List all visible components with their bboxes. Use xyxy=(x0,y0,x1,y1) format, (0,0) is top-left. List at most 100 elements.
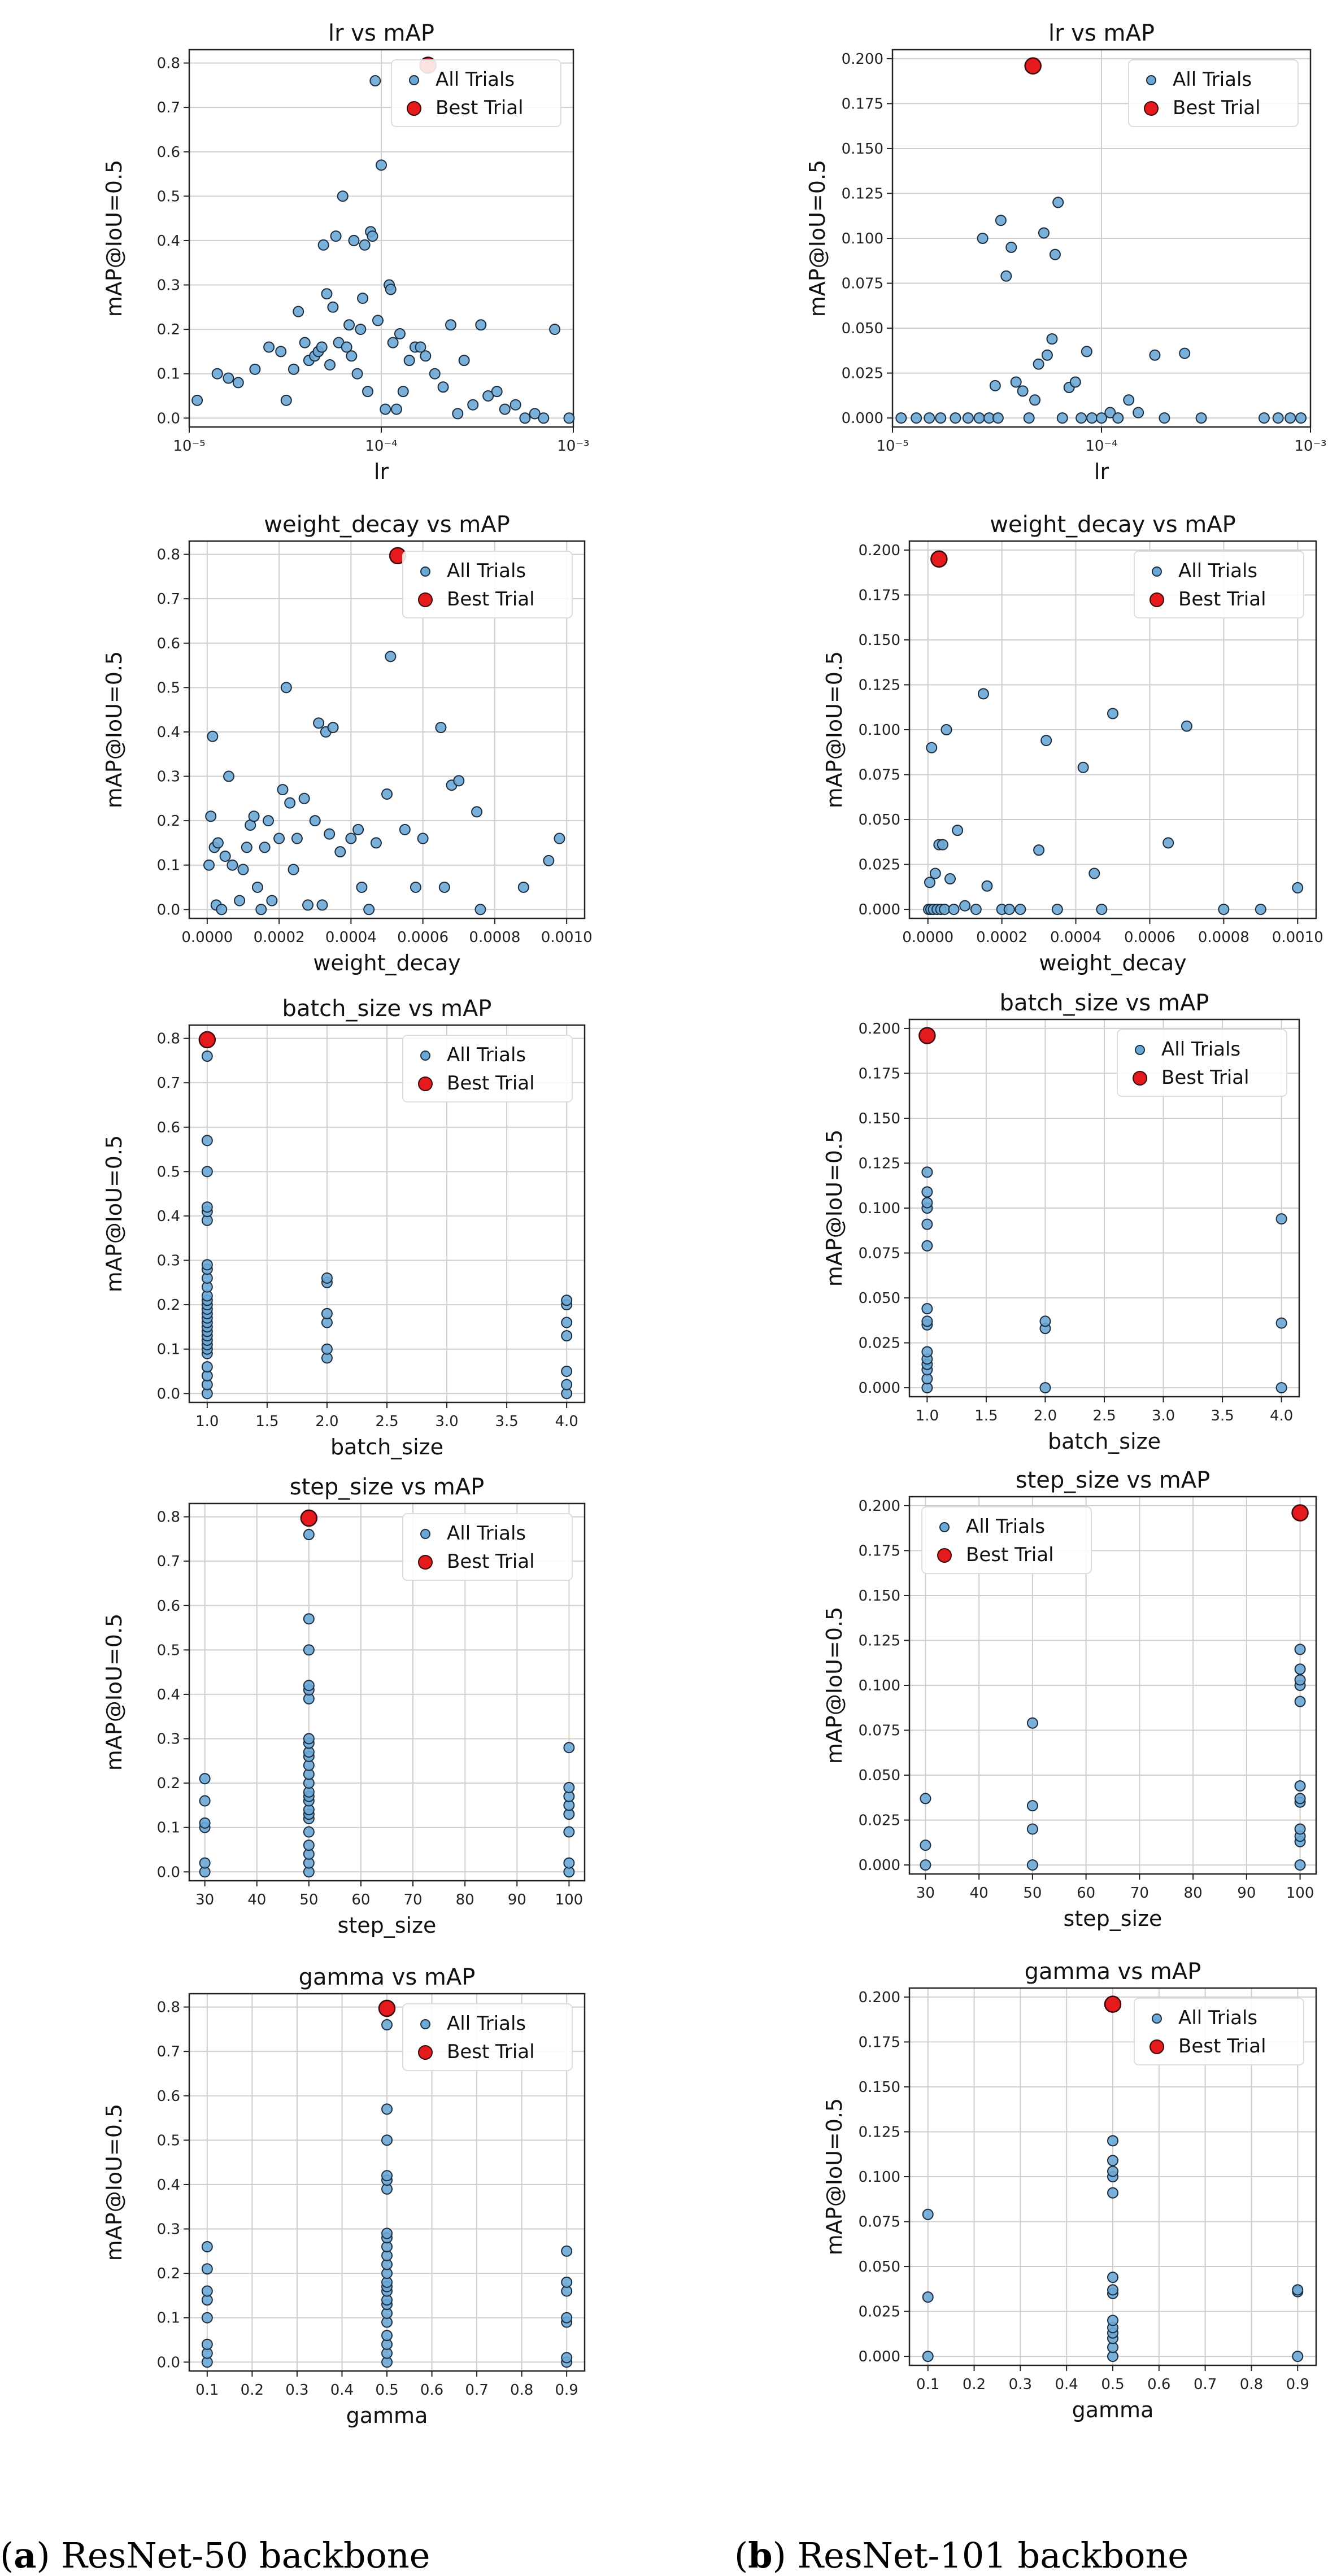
x-tick-label: 0.0010 xyxy=(1272,929,1323,946)
all-trial-point xyxy=(299,337,311,348)
y-tick-label: 0.3 xyxy=(157,769,180,786)
all-trial-point xyxy=(277,784,289,796)
legend-all-trials-label: All Trials xyxy=(447,2012,526,2035)
x-tick-label: 4.0 xyxy=(555,1413,578,1430)
all-trial-point xyxy=(232,377,244,389)
x-tick-label: 0.6 xyxy=(1147,2376,1170,2393)
y-tick-label: 0.3 xyxy=(157,1253,180,1270)
all-trial-point xyxy=(410,881,421,893)
legend: All Trials Best Trial xyxy=(402,551,573,618)
x-tick-label: 3.5 xyxy=(495,1413,518,1430)
all-trial-point xyxy=(397,386,409,398)
y-tick-label: 0.6 xyxy=(157,1598,180,1615)
all-trial-point xyxy=(199,1817,211,1829)
legend-best-trial-label: Best Trial xyxy=(1173,97,1261,119)
all-trial-point xyxy=(223,770,234,782)
x-tick-label: 0.4 xyxy=(1055,2376,1078,2393)
all-trial-point xyxy=(474,904,486,916)
x-tick-label: 100 xyxy=(555,1891,584,1908)
legend-box xyxy=(391,59,561,127)
all-trial-point xyxy=(510,399,521,411)
all-trial-point xyxy=(941,724,952,735)
y-tick-label: 0.025 xyxy=(859,1335,900,1352)
best-trial-point xyxy=(918,1027,936,1044)
y-axis-label: mAP@IoU=0.5 xyxy=(822,1130,847,1287)
legend-box xyxy=(1134,1998,1304,2065)
y-tick-label: 0.5 xyxy=(157,188,180,205)
all-trial-point xyxy=(1088,868,1100,879)
all-trial-point xyxy=(1000,270,1012,282)
all-trial-point xyxy=(926,742,938,753)
x-tick-label: 0.5 xyxy=(375,2382,398,2399)
all-trial-point xyxy=(920,1859,931,1871)
x-tick-label: 60 xyxy=(351,1891,370,1908)
x-tick-label: 0.0008 xyxy=(1198,929,1249,946)
all-trial-point xyxy=(227,859,238,871)
y-tick-label: 0.100 xyxy=(859,722,900,739)
all-trial-point xyxy=(1255,904,1266,916)
all-trial-point xyxy=(321,1343,333,1355)
all-trial-point xyxy=(201,2285,213,2297)
best-trial-point xyxy=(1291,1504,1309,1522)
y-tick-label: 0.125 xyxy=(842,185,883,202)
legend-all-trials-label: All Trials xyxy=(1178,2007,1257,2029)
all-trial-point xyxy=(937,839,948,851)
all-trial-point xyxy=(1041,349,1053,361)
chart-title: gamma vs mAP xyxy=(1025,1959,1201,1985)
all-trial-point xyxy=(1010,376,1022,388)
legend-best-trial-label: Best Trial xyxy=(1178,2035,1266,2058)
all-trial-point xyxy=(935,412,947,424)
y-tick-label: 0.125 xyxy=(859,677,900,694)
all-trial-point xyxy=(921,1218,933,1230)
all-trial-point xyxy=(561,2352,573,2364)
y-tick-label: 0.2 xyxy=(157,321,180,338)
chart-r50-lr: 10⁻⁵ 10⁻⁴ 10⁻³ 0.0 0.1 0.2 0.3 0.4 0.5 0.6 0.7 0.8 l… xyxy=(102,20,590,484)
y-tick-label: 0.000 xyxy=(842,410,883,427)
all-trial-point xyxy=(390,403,402,415)
all-trial-point xyxy=(381,2103,393,2115)
all-trial-point xyxy=(1294,1674,1306,1686)
all-trial-point xyxy=(1046,333,1058,345)
all-trial-point xyxy=(924,412,935,424)
y-tick-label: 0.5 xyxy=(157,2132,180,2149)
y-tick-label: 0.100 xyxy=(859,1200,900,1217)
all-trial-point xyxy=(237,864,249,875)
legend-box xyxy=(921,1506,1092,1574)
x-tick-label: 0.8 xyxy=(510,2382,533,2399)
y-tick-label: 0.150 xyxy=(859,632,900,649)
y-tick-label: 0.5 xyxy=(157,1163,180,1180)
all-trial-point xyxy=(357,293,369,304)
all-trial-point xyxy=(303,1733,315,1745)
all-trial-point xyxy=(1081,346,1092,358)
x-tick-label: 0.0008 xyxy=(469,929,520,946)
all-trial-point xyxy=(376,159,387,171)
legend: All Trials Best Trial xyxy=(921,1506,1092,1574)
y-tick-label: 0.2 xyxy=(157,813,180,830)
legend-all-trials-marker xyxy=(420,2019,430,2029)
all-trial-point xyxy=(363,904,375,916)
all-trial-point xyxy=(303,1826,315,1838)
all-trial-point xyxy=(1033,844,1045,856)
x-tick-label: 10⁻⁵ xyxy=(876,438,908,455)
x-tick-label: 3.0 xyxy=(1152,1407,1175,1424)
all-trial-point xyxy=(1052,197,1064,208)
x-tick-label: 100 xyxy=(1286,1885,1314,1902)
x-tick-label: 0.0000 xyxy=(181,929,233,946)
all-trial-point xyxy=(369,75,381,87)
all-trial-point xyxy=(911,412,922,424)
y-tick-label: 0.7 xyxy=(157,2043,180,2060)
x-tick-label: 30 xyxy=(195,1891,214,1908)
legend-best-trial-marker xyxy=(937,1548,952,1563)
all-trial-point xyxy=(266,895,278,906)
y-tick-label: 0.4 xyxy=(157,2177,180,2194)
legend-best-trial-label: Best Trial xyxy=(447,1072,535,1095)
all-trial-point xyxy=(561,1294,573,1306)
all-trial-point xyxy=(211,368,223,380)
all-trial-point xyxy=(977,233,989,244)
all-trial-point xyxy=(563,412,575,424)
x-tick-label: 0.0002 xyxy=(254,929,305,946)
all-trial-point xyxy=(973,412,985,424)
y-tick-label: 0.200 xyxy=(859,1021,900,1038)
all-trial-point xyxy=(273,832,285,844)
legend-all-trials-marker xyxy=(1135,1045,1145,1055)
